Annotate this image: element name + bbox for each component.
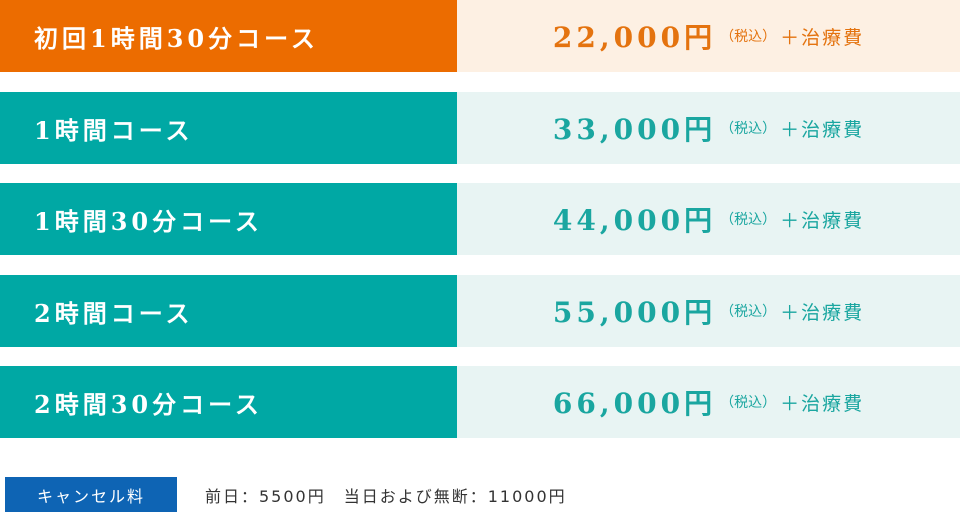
cancel-label: キャンセル料 bbox=[5, 477, 177, 512]
cancel-section: キャンセル料 前日：5500円 当日および無断：11000円 bbox=[5, 477, 567, 512]
price: 33,000円 bbox=[552, 113, 717, 146]
extra-note: ＋治療費 bbox=[780, 301, 865, 324]
price-cell: 66,000円 （税込） ＋治療費 bbox=[457, 366, 960, 438]
course-name: 1時間30分コース bbox=[0, 183, 457, 255]
price: 66,000円 bbox=[552, 387, 717, 420]
extra-note: ＋治療費 bbox=[780, 209, 865, 232]
course-row: 2時間30分コース 66,000円 （税込） ＋治療費 bbox=[0, 366, 960, 438]
cancel-text: 前日：5500円 当日および無断：11000円 bbox=[205, 486, 567, 506]
price-cell: 22,000円 （税込） ＋治療費 bbox=[457, 0, 960, 72]
price: 55,000円 bbox=[552, 296, 717, 329]
tax-note: （税込） bbox=[720, 395, 777, 411]
course-name: 2時間30分コース bbox=[0, 366, 457, 438]
price: 44,000円 bbox=[552, 204, 717, 237]
course-name: 2時間コース bbox=[0, 275, 457, 347]
extra-note: ＋治療費 bbox=[780, 118, 865, 141]
course-name: 1時間コース bbox=[0, 92, 457, 164]
tax-note: （税込） bbox=[720, 212, 777, 228]
extra-note: ＋治療費 bbox=[780, 392, 865, 415]
price: 22,000円 bbox=[552, 21, 717, 54]
tax-note: （税込） bbox=[720, 29, 777, 45]
tax-note: （税込） bbox=[720, 304, 777, 320]
course-row: 1時間30分コース 44,000円 （税込） ＋治療費 bbox=[0, 183, 960, 255]
course-row: 1時間コース 33,000円 （税込） ＋治療費 bbox=[0, 92, 960, 164]
course-name: 初回1時間30分コース bbox=[0, 0, 457, 72]
extra-note: ＋治療費 bbox=[780, 26, 865, 49]
tax-note: （税込） bbox=[720, 121, 777, 137]
price-cell: 44,000円 （税込） ＋治療費 bbox=[457, 183, 960, 255]
course-row: 初回1時間30分コース 22,000円 （税込） ＋治療費 bbox=[0, 0, 960, 72]
price-cell: 33,000円 （税込） ＋治療費 bbox=[457, 92, 960, 164]
course-row: 2時間コース 55,000円 （税込） ＋治療費 bbox=[0, 275, 960, 347]
price-cell: 55,000円 （税込） ＋治療費 bbox=[457, 275, 960, 347]
